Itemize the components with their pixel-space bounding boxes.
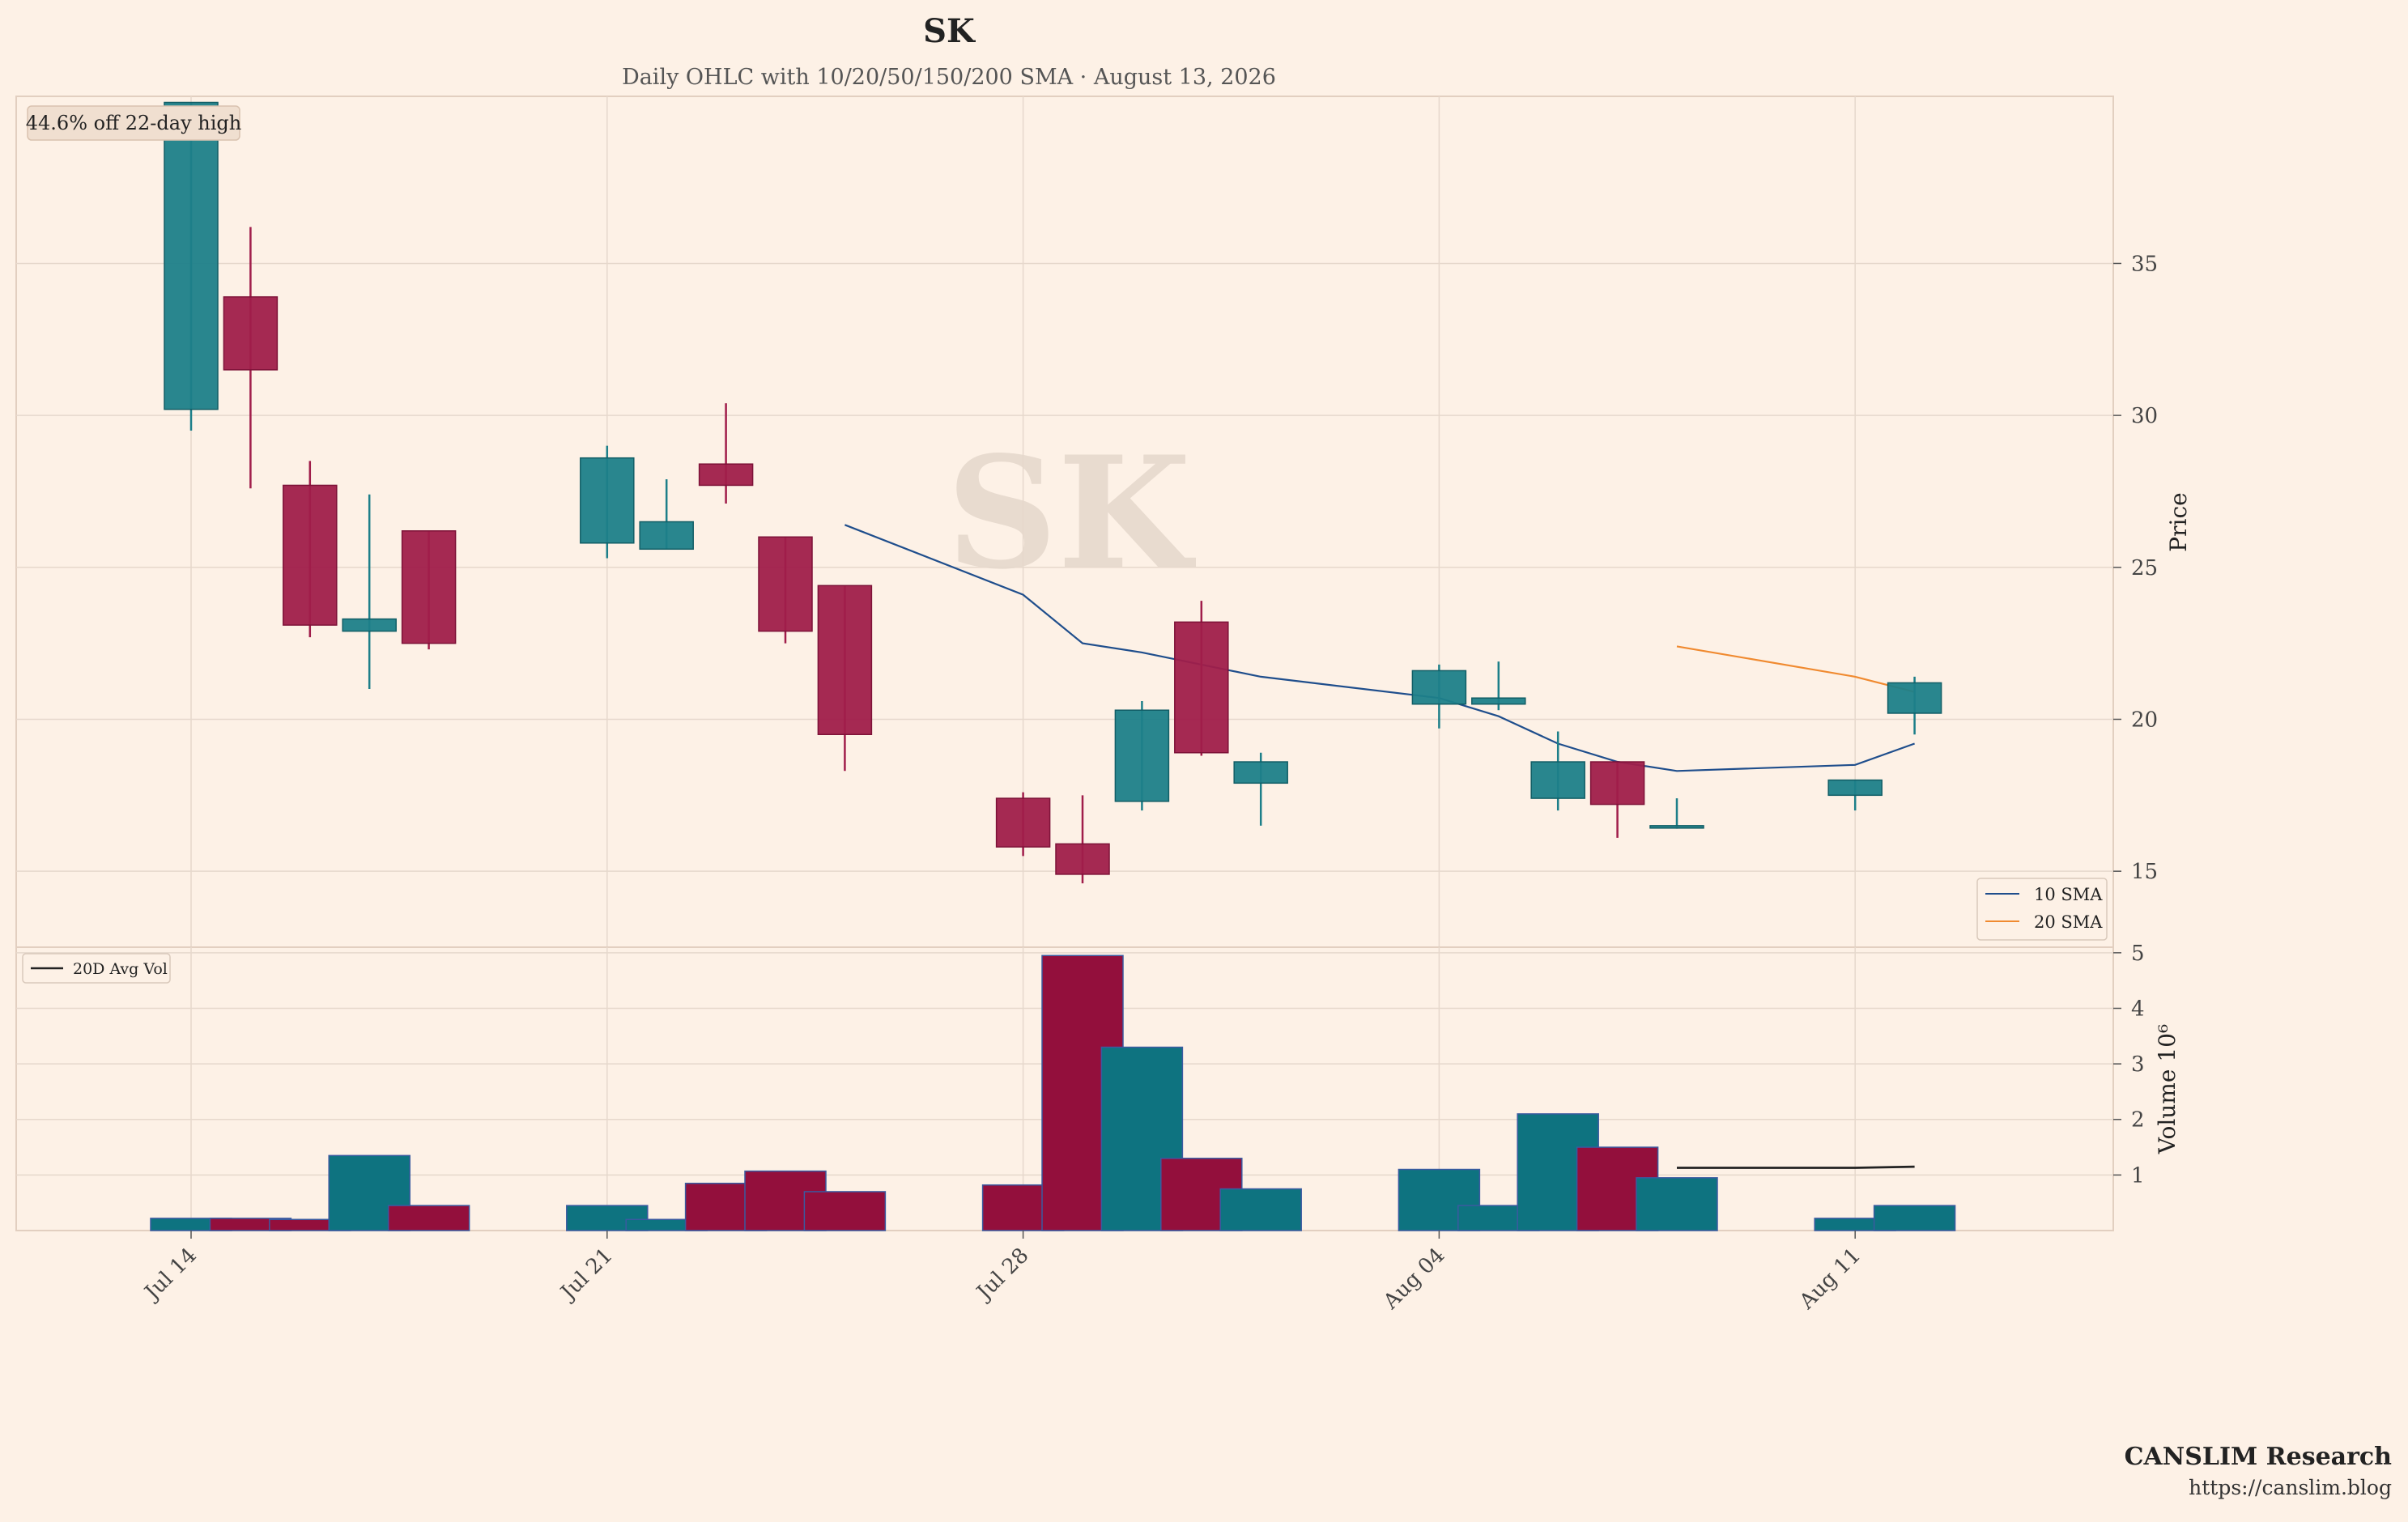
candle-18 [1589,761,1645,838]
volume-tick-label-3: 4 [2131,997,2145,1021]
candle-20 [1827,779,1883,811]
candle-body-11 [1055,843,1110,875]
candle-10 [995,792,1051,857]
volume-bars [150,954,1956,1231]
price-panel: SK 15 20 25 30 35 Price 44.6% off 22-day hig… [15,96,2192,948]
badge: 44.6% off 22-day high [26,105,241,141]
volume-axis-ticks: 1 2 3 4 5 [2113,942,2145,1188]
candle-3 [342,494,397,689]
volume-axis-label: Volume 10⁶ [2154,1024,2180,1154]
chart-title: SK [923,12,976,50]
candle-21 [1887,676,1942,735]
x-axis-ticks: Jul 14 Jul 21 Jul 28 Aug 04 Aug 11 [138,1231,1866,1315]
price-grid [16,96,2113,947]
candle-12 [1114,700,1170,811]
candle-body-5 [580,457,635,544]
price-axis-label: Price [2165,492,2192,551]
x-tick-label-0: Jul 14 [138,1244,202,1307]
price-tick-label-1: 20 [2131,708,2158,732]
candle-16 [1471,661,1526,711]
candle-19 [1649,798,1704,829]
candle-body-9 [817,585,873,736]
price-tick-label-0: 15 [2131,860,2158,884]
volume-bar-14 [1219,1188,1302,1231]
x-tick-label-3: Aug 04 [1378,1244,1449,1315]
x-tick-label-4: Aug 11 [1794,1244,1866,1315]
x-tick-label-1: Jul 21 [555,1244,618,1307]
badge-box [27,105,240,141]
price-tick-label-2: 25 [2131,556,2158,580]
candle-body-16 [1471,697,1526,705]
watermark: SK [947,423,1196,603]
legend-sma10-label: 10 SMA [2034,885,2103,904]
candle-body-15 [1411,670,1467,705]
candle-7 [698,403,754,504]
candle-body-6 [639,521,694,551]
candle-body-12 [1114,709,1170,802]
candle-body-3 [342,618,397,632]
volume-tick-label-2: 3 [2131,1052,2145,1077]
price-axis-ticks: 15 20 25 30 35 [2113,252,2158,884]
volume-tick-label-4: 5 [2131,942,2145,966]
price-tick-label-4: 35 [2131,252,2158,276]
candle-0 [164,101,219,431]
candle-body-1 [223,295,279,371]
candle-body-2 [283,484,338,626]
volume-bar-19 [1636,1177,1718,1231]
legend-sma20-label: 20 SMA [2034,912,2103,932]
candles [164,101,1942,884]
price-legend: 10 SMA 20 SMA [1976,878,2108,941]
candle-body-8 [758,536,813,632]
volume-bar-21 [1873,1205,1956,1231]
candle-body-10 [995,797,1051,848]
candle-14 [1233,752,1288,826]
brand-url: https://canslim.blog [2189,1476,2392,1499]
candle-15 [1411,664,1467,729]
candle-1 [223,227,279,489]
volume-bar-4 [387,1205,470,1231]
candle-17 [1530,731,1585,811]
chart-subtitle: Daily OHLC with 10/20/50/150/200 SMA · A… [622,65,1276,90]
volume-legend: 20D Avg Vol [22,953,171,984]
candle-13 [1174,601,1229,756]
brand-name: CANSLIM Research [2124,1443,2392,1471]
candle-body-7 [698,463,754,487]
candle-body-0 [164,101,219,410]
candle-body-13 [1174,621,1229,754]
candle-body-14 [1233,761,1288,784]
candle-body-21 [1887,682,1942,714]
badge-text: 44.6% off 22-day high [26,112,241,134]
volume-panel: 1 2 3 4 5 Volume 10⁶ 20D Avg Vol [15,942,2180,1231]
candle-5 [580,445,635,559]
candle-6 [639,478,694,551]
candle-body-20 [1827,779,1883,797]
candle-2 [283,461,338,638]
volume-tick-label-0: 1 [2131,1163,2145,1188]
brand-footer: CANSLIM Research https://canslim.blog [2125,1443,2392,1499]
legend-avgvol-label: 20D Avg Vol [73,960,168,978]
x-tick-label-2: Jul 28 [971,1244,1034,1307]
candle-11 [1055,795,1110,884]
candle-body-18 [1589,761,1645,806]
candle-body-4 [401,530,457,644]
price-tick-label-3: 30 [2131,404,2158,428]
candle-8 [758,536,813,644]
volume-tick-label-1: 2 [2131,1108,2145,1133]
candle-body-19 [1649,825,1704,829]
candle-9 [817,585,873,772]
candle-4 [401,530,457,650]
candle-body-17 [1530,761,1585,799]
volume-legend-box [22,953,171,984]
volume-bar-9 [803,1191,887,1231]
sma20-line [1676,645,1915,693]
